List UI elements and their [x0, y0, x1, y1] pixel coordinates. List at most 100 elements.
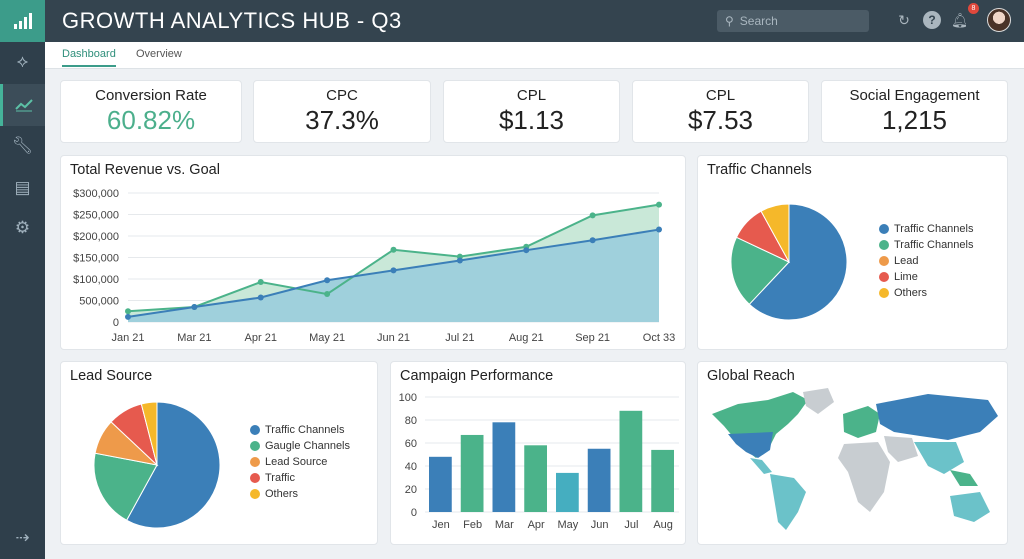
- wrench-icon[interactable]: 🔧︎: [11, 136, 34, 155]
- y-tick-label: $150,000: [73, 253, 119, 265]
- map-russia-asia: [876, 394, 998, 440]
- revenue-point: [257, 294, 264, 301]
- bar: [619, 410, 643, 512]
- chart-title: Campaign Performance: [400, 368, 554, 384]
- kpi-cpc: CPC 37.3%: [253, 80, 431, 143]
- pie-slice: [140, 401, 158, 466]
- y-tick-label: 60: [405, 438, 417, 450]
- kpi-social-engagement: Social Engagement 1,215: [821, 80, 1008, 143]
- y-tick-label: $250,000: [73, 210, 119, 222]
- revenue-point: [191, 303, 198, 310]
- revenue-point: [656, 226, 662, 233]
- pie-slice: [760, 203, 790, 263]
- legend-item: Others: [250, 486, 350, 502]
- goal-point: [656, 201, 662, 208]
- kpi-conversion-rate: Conversion Rate 60.82%: [60, 80, 242, 143]
- gear-icon[interactable]: ⚙: [14, 218, 31, 237]
- kpi-label: CPL: [516, 87, 547, 104]
- map-usa: [728, 432, 773, 458]
- campaign-performance-card: Campaign Performance 0 20 40 60 80 100 Jen Feb M…: [390, 361, 686, 545]
- map-africa: [838, 442, 890, 512]
- legend-item: Traffic Channels: [879, 237, 973, 253]
- x-tick-label: Jun: [591, 519, 609, 531]
- legend-swatch: [250, 489, 260, 499]
- map-south-america: [770, 474, 806, 530]
- legend-swatch: [879, 240, 889, 250]
- x-tick-label: Jul 21: [445, 332, 474, 344]
- kpi-label: CPL: [705, 87, 736, 104]
- calendar-icon[interactable]: ▤: [14, 178, 31, 197]
- campaign-bar-chart: 0 20 40 60 80 100 Jen Feb Mar Apr May Jun Jul Aug: [399, 392, 679, 531]
- traffic-channels-card: Traffic Channels Traffic Channels Traffic…: [697, 155, 1008, 350]
- x-tick-label: May 21: [309, 332, 345, 344]
- x-tick-label: Aug: [653, 519, 673, 531]
- chart-title: Global Reach: [707, 368, 795, 384]
- collapse-icon[interactable]: ⇢: [15, 528, 30, 547]
- x-tick-label: Jan 21: [111, 332, 144, 344]
- legend-item: Lead Source: [250, 454, 350, 470]
- legend-swatch: [250, 425, 260, 435]
- x-tick-label: Jul: [624, 519, 638, 531]
- map-regions: [712, 388, 998, 530]
- global-reach-card: Global Reach: [697, 361, 1008, 545]
- x-tick-label: May: [557, 519, 578, 531]
- y-tick-label: 0: [411, 507, 417, 519]
- revenue-point: [456, 257, 463, 264]
- traffic-pie-chart: [730, 203, 848, 321]
- search-icon: ⚲: [725, 14, 734, 28]
- x-tick-label: Apr 21: [245, 332, 277, 344]
- x-tick-label: Jun 21: [377, 332, 410, 344]
- search-input[interactable]: ⚲ Search: [717, 10, 869, 32]
- x-tick-label: Mar 21: [177, 332, 211, 344]
- bell-icon[interactable]: 🔔︎: [951, 12, 966, 28]
- logo-bar-chart-icon[interactable]: [0, 0, 45, 42]
- lead-source-card: Lead Source Traffic Channels Gaugle Chann…: [60, 361, 378, 545]
- trend-icon[interactable]: [0, 84, 45, 126]
- avatar[interactable]: [987, 8, 1011, 32]
- goal-point: [589, 212, 596, 219]
- tab-overview[interactable]: Overview: [136, 48, 182, 60]
- transfer-icon[interactable]: ⟡: [16, 52, 29, 71]
- y-tick-label: $200,000: [73, 231, 119, 243]
- chart-title: Traffic Channels: [707, 162, 812, 178]
- legend-label: Others: [265, 488, 299, 500]
- revenue-card: Total Revenue vs. Goal 0 500,000 $100,000 $…: [60, 155, 686, 350]
- legend-swatch: [250, 441, 260, 451]
- search-placeholder: Search: [739, 14, 778, 28]
- y-tick-label: $100,000: [73, 274, 119, 286]
- legend-swatch: [879, 288, 889, 298]
- revenue-point: [125, 313, 131, 320]
- tab-dashboard[interactable]: Dashboard: [62, 48, 116, 67]
- x-tick-label: Aug 21: [509, 332, 544, 344]
- map-europe: [843, 406, 880, 438]
- legend: Traffic Channels Traffic Channels Lead Lime…: [879, 221, 973, 301]
- bar: [429, 456, 452, 512]
- chart-title: Lead Source: [70, 368, 153, 384]
- revenue-chart: 0 500,000 $100,000 $150,000 $200,000 $250,000…: [73, 188, 675, 344]
- legend-item: Traffic Channels: [879, 221, 973, 237]
- goal-point: [257, 279, 264, 286]
- x-tick-label: Jen: [432, 519, 450, 531]
- legend-label: Gaugle Channels: [265, 440, 351, 452]
- kpi-label: CPC: [326, 87, 358, 104]
- legend-swatch: [250, 473, 260, 483]
- legend-swatch: [879, 272, 889, 282]
- pie-slice: [93, 452, 158, 521]
- map-australia: [950, 492, 990, 522]
- bar: [587, 448, 611, 512]
- kpi-value: $7.53: [687, 105, 754, 135]
- sidebar: ⟡ 🔧︎ ▤ ⚙ ⇢: [0, 0, 45, 559]
- map-middle-east: [884, 436, 918, 462]
- x-tick-label: Sep 21: [575, 332, 610, 344]
- legend-label: Traffic Channels: [265, 424, 345, 436]
- legend-item: Lead: [879, 253, 973, 269]
- legend-label: Lead Source: [265, 456, 328, 468]
- goal-point: [390, 246, 397, 253]
- kpi-value: 37.3%: [305, 105, 379, 135]
- refresh-icon[interactable]: ↻: [898, 12, 910, 28]
- world-map[interactable]: [698, 362, 1009, 546]
- help-icon[interactable]: ?: [923, 11, 941, 29]
- goal-point: [125, 308, 131, 315]
- kpi-value: $1.13: [498, 105, 565, 135]
- legend-label: Traffic Channels: [894, 223, 974, 235]
